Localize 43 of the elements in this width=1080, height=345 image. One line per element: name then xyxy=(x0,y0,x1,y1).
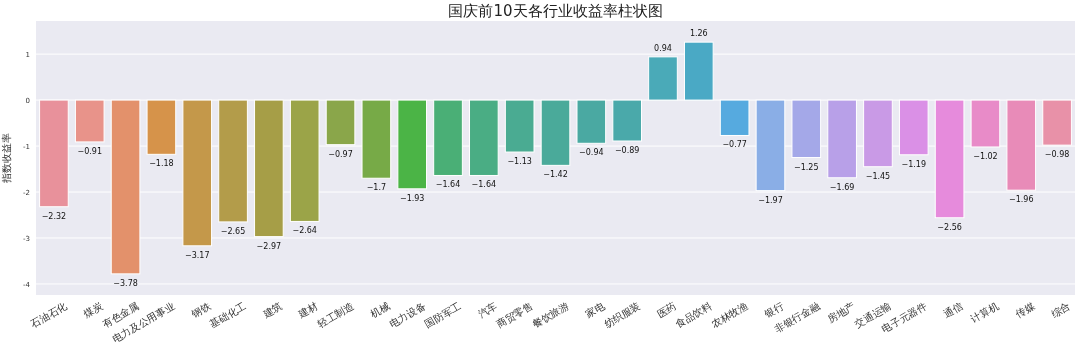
data-label: −2.65 xyxy=(220,226,246,236)
data-label: −1.69 xyxy=(829,182,855,192)
x-tick-label: 建筑 xyxy=(260,300,284,321)
data-label: −1.93 xyxy=(399,193,425,203)
data-label: −0.98 xyxy=(1044,150,1070,160)
data-label: −1.25 xyxy=(794,162,819,172)
data-label: 1.26 xyxy=(689,29,708,39)
data-label: −2.97 xyxy=(256,241,282,251)
data-label: −0.77 xyxy=(722,140,747,150)
x-tick-label: 传媒 xyxy=(1013,300,1037,321)
data-label: −1.7 xyxy=(366,183,387,193)
data-label: −1.13 xyxy=(507,157,532,167)
data-label: −2.64 xyxy=(292,226,317,236)
data-label: −1.97 xyxy=(758,195,783,205)
data-label: −2.56 xyxy=(937,222,962,232)
data-label: −2.32 xyxy=(41,211,67,221)
x-tick-label: 机械 xyxy=(368,300,392,321)
data-label: −0.97 xyxy=(328,149,353,159)
x-tick-label: 通信 xyxy=(941,300,965,321)
x-tick-label: 石油石化 xyxy=(28,300,69,331)
x-tick-label: 家电 xyxy=(583,300,607,321)
data-label: −1.19 xyxy=(901,159,927,169)
y-axis-title: 指数收益率 xyxy=(1,133,12,184)
data-label: −1.18 xyxy=(149,159,174,169)
data-label: −1.42 xyxy=(543,170,568,180)
data-label: −0.91 xyxy=(77,146,102,156)
data-label: −0.89 xyxy=(614,145,640,155)
data-label: −0.94 xyxy=(579,148,604,158)
data-label: −1.45 xyxy=(865,171,891,181)
data-label: −3.78 xyxy=(113,278,138,288)
x-tick-label: 综合 xyxy=(1049,300,1073,321)
x-tick-label: 建材 xyxy=(296,300,320,321)
chart-title: 国庆前10天各行业收益率柱状图 xyxy=(448,2,663,20)
data-label: −3.17 xyxy=(184,250,210,260)
data-label: −1.02 xyxy=(973,151,998,161)
data-label: 0.94 xyxy=(654,43,672,53)
data-label: −1.64 xyxy=(435,180,461,190)
x-tick-label: 计算机 xyxy=(968,300,1001,326)
x-tick-label: 医药 xyxy=(655,300,678,321)
data-label: −1.96 xyxy=(1009,195,1034,205)
x-tick-label: 银行 xyxy=(761,300,786,321)
data-label: −1.64 xyxy=(471,180,497,190)
x-tick-label: 煤炭 xyxy=(81,300,105,321)
